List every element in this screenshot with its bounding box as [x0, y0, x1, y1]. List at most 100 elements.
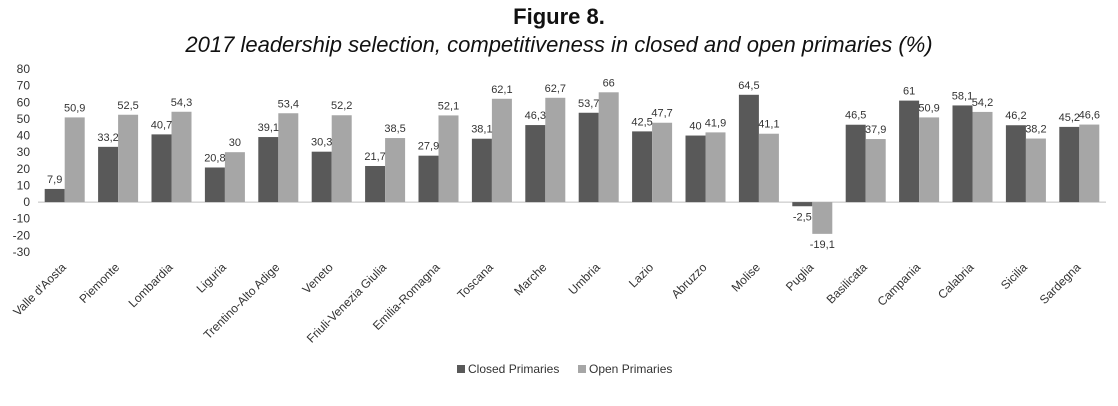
data-label: 7,9	[47, 174, 62, 186]
legend-label: Closed Primaries	[468, 362, 559, 376]
x-tick-label: Umbria	[566, 260, 603, 297]
bar-closed-primaries	[418, 155, 439, 203]
x-tick-label: Liguria	[194, 260, 230, 296]
bar-open-primaries	[865, 139, 886, 203]
legend: Closed Primaries Open Primaries	[457, 362, 672, 376]
bar-open-primaries	[491, 98, 512, 203]
x-tick-label: Campania	[875, 260, 924, 309]
data-label: 41,1	[758, 119, 779, 131]
x-tick-label: Sardegna	[1037, 260, 1084, 307]
bar-closed-primaries	[738, 94, 759, 203]
x-tick-label: Marche	[511, 260, 549, 298]
data-label: 40,7	[151, 119, 172, 131]
y-tick-label: 10	[17, 178, 31, 192]
data-label: 54,3	[171, 97, 192, 109]
data-label: 66	[603, 77, 615, 89]
bar-open-primaries	[278, 113, 299, 203]
bar-closed-primaries	[98, 146, 119, 203]
bar-open-primaries	[171, 111, 192, 203]
y-axis-ticks: 80 70 60 50 40 30 20 10 0 -10 -20 -30	[13, 62, 31, 259]
data-label: 53,4	[278, 98, 299, 110]
bars-group	[44, 92, 1100, 234]
bar-open-primaries	[758, 133, 779, 203]
bar-open-primaries	[652, 122, 673, 203]
data-label: 38,2	[1025, 124, 1046, 136]
x-tick-label: Molise	[729, 260, 764, 295]
bar-closed-primaries	[899, 100, 920, 203]
y-tick-label: 20	[17, 162, 31, 176]
y-tick-label: 50	[17, 112, 31, 126]
y-tick-label: 70	[17, 79, 31, 93]
bar-closed-primaries	[685, 135, 706, 203]
data-label: 27,9	[418, 141, 439, 153]
bar-closed-primaries	[792, 202, 813, 207]
data-label: 54,2	[972, 97, 993, 109]
data-label: 50,9	[64, 102, 85, 114]
data-label: 46,5	[845, 110, 866, 122]
bar-open-primaries	[224, 152, 245, 203]
data-label: 39,1	[258, 122, 279, 134]
y-tick-label: -20	[13, 228, 31, 242]
data-label: 50,9	[918, 102, 939, 114]
x-tick-label: Toscana	[455, 260, 497, 302]
data-label: 52,5	[117, 100, 138, 112]
bar-open-primaries	[1079, 124, 1100, 203]
data-label: 52,1	[438, 100, 459, 112]
bar-open-primaries	[972, 111, 993, 203]
bar-closed-primaries	[204, 167, 225, 203]
chart-title: 2017 leadership selection, competitivene…	[185, 32, 933, 57]
legend-swatch	[457, 365, 465, 373]
legend-label: Open Primaries	[589, 362, 672, 376]
bar-closed-primaries	[311, 151, 332, 203]
bar-open-primaries	[331, 115, 352, 203]
x-tick-label: Valle d'Aosta	[10, 260, 69, 319]
data-label: 20,8	[204, 152, 225, 164]
bar-closed-primaries	[1059, 126, 1080, 203]
data-label: 62,7	[545, 83, 566, 95]
x-tick-label: Piemonte	[76, 260, 122, 306]
data-label: 37,9	[865, 124, 886, 136]
data-label: 62,1	[491, 84, 512, 96]
data-label: 47,7	[651, 108, 672, 120]
data-label: 30	[229, 137, 241, 149]
data-label: 46,6	[1079, 110, 1100, 122]
data-label: -2,5	[793, 211, 812, 223]
bar-closed-primaries	[578, 112, 599, 203]
bar-closed-primaries	[258, 137, 279, 203]
y-tick-label: -30	[13, 245, 31, 259]
y-tick-label: 40	[17, 129, 31, 143]
bar-closed-primaries	[44, 188, 65, 203]
bar-open-primaries	[812, 202, 833, 234]
bar-closed-primaries	[1005, 125, 1026, 203]
bar-closed-primaries	[471, 138, 492, 203]
bar-closed-primaries	[632, 131, 653, 203]
bar-open-primaries	[705, 132, 726, 203]
figure-label: Figure 8.	[513, 4, 605, 29]
legend-swatch	[578, 365, 586, 373]
data-label: 41,9	[705, 117, 726, 129]
x-tick-label: Calabria	[935, 260, 977, 302]
x-tick-label: Abruzzo	[669, 260, 710, 301]
bar-closed-primaries	[151, 134, 172, 203]
bar-closed-primaries	[952, 105, 973, 203]
data-label: 46,3	[525, 110, 546, 122]
bar-open-primaries	[118, 114, 139, 203]
bar-open-primaries	[64, 117, 85, 203]
data-label: 53,7	[578, 98, 599, 110]
bar-open-primaries	[919, 117, 940, 203]
data-label: -19,1	[810, 239, 835, 251]
data-label: 64,5	[738, 80, 759, 92]
data-label: 46,2	[1005, 110, 1026, 122]
data-label: 61	[903, 86, 915, 98]
bar-open-primaries	[1025, 138, 1046, 203]
bar-closed-primaries	[525, 125, 546, 203]
data-label: 38,1	[471, 124, 492, 136]
x-tick-label: Puglia	[783, 260, 817, 294]
x-tick-label: Veneto	[299, 260, 336, 297]
data-label: 38,5	[384, 123, 405, 135]
x-tick-label: Sicilia	[998, 260, 1030, 292]
category-labels-group: Valle d'Aosta Piemonte Lombardia LiguriaTre…	[10, 260, 1083, 346]
data-label: 58,1	[952, 90, 973, 102]
y-tick-label: -10	[13, 212, 31, 226]
